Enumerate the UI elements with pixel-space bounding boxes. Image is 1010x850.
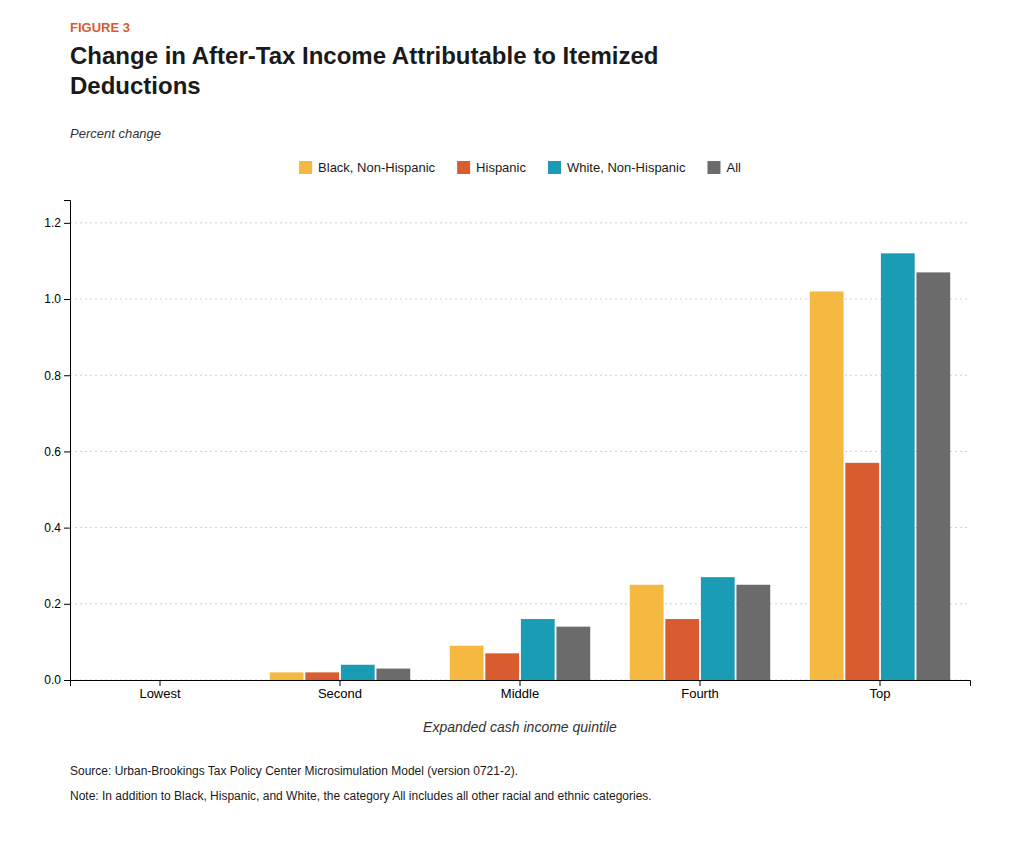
x-axis-title: Expanded cash income quintile [423, 719, 617, 735]
legend-item: All [707, 160, 741, 175]
y-tick: 1.2 [44, 216, 70, 230]
x-tick-mark [520, 680, 521, 686]
source: Source: Urban-Brookings Tax Policy Cente… [70, 764, 518, 778]
y-tick-label: 0.0 [44, 673, 61, 687]
x-tick: Fourth [681, 680, 719, 701]
bar [881, 253, 915, 680]
chart: FIGURE 3 Change in After-Tax Income Attri… [0, 0, 1010, 850]
bar [556, 627, 590, 680]
legend-label: Hispanic [476, 160, 526, 175]
y-tick: 0.8 [44, 369, 70, 383]
y-tick-mark [64, 528, 70, 529]
bar [845, 463, 879, 680]
bar [450, 646, 484, 680]
y-axis: 0.0 0.2 0.4 0.6 0.8 1.0 1.2 [44, 201, 70, 688]
bar [665, 619, 699, 680]
bar [161, 680, 195, 681]
y-axis-line [64, 201, 71, 681]
bar [305, 672, 339, 680]
legend-label: All [726, 160, 741, 175]
legend-item: White, Non-Hispanic [548, 160, 686, 175]
bar [270, 672, 304, 680]
x-tick-mark [340, 680, 341, 686]
x-tick-label: Top [870, 686, 891, 701]
y-tick-mark [64, 375, 70, 376]
y-tick-label: 0.8 [44, 369, 61, 383]
x-tick-mark [700, 680, 701, 686]
x-axis-line [71, 681, 971, 687]
legend-item: Black, Non-Hispanic [299, 160, 436, 175]
bar [736, 585, 770, 680]
bar [125, 680, 159, 681]
legend-swatch [707, 161, 720, 174]
y-tick-mark [64, 299, 70, 300]
x-tick-label: Middle [501, 686, 539, 701]
y-tick: 1.0 [44, 292, 70, 306]
legend-label: Black, Non-Hispanic [318, 160, 436, 175]
bar [376, 669, 410, 680]
y-tick: 0.6 [44, 445, 70, 459]
y-tick: 0.0 [44, 673, 70, 687]
grid-line [70, 222, 970, 223]
y-tick-mark [64, 680, 70, 681]
legend-swatch [548, 161, 561, 174]
x-tick: Top [870, 680, 891, 701]
x-tick-label: Second [318, 686, 362, 701]
y-tick-mark [64, 604, 70, 605]
bar [196, 680, 230, 681]
bar-series [376, 272, 950, 680]
bar-series [305, 463, 879, 680]
bar-series [341, 253, 915, 680]
bar [485, 653, 519, 680]
y-tick-mark [64, 223, 70, 224]
y-tick: 0.4 [44, 521, 70, 535]
x-tick: Middle [501, 680, 539, 701]
legend-swatch [457, 161, 470, 174]
legend-label: White, Non-Hispanic [567, 160, 686, 175]
bar [90, 680, 124, 681]
x-tick-label: Fourth [681, 686, 719, 701]
legend: Black, Non-Hispanic Hispanic White, Non-Hi… [299, 160, 741, 175]
legend-item: Hispanic [457, 160, 526, 175]
x-tick: Lowest [139, 680, 181, 701]
bar [810, 291, 844, 680]
subtitle: Percent change [70, 126, 161, 141]
y-tick-label: 1.2 [44, 216, 61, 230]
bar [916, 272, 950, 680]
y-tick-label: 0.6 [44, 445, 61, 459]
bar-series [270, 291, 844, 680]
y-tick-label: 0.4 [44, 521, 61, 535]
x-tick-label: Lowest [139, 686, 181, 701]
bars [270, 253, 950, 680]
legend-swatch [299, 161, 312, 174]
figure-label: FIGURE 3 [70, 20, 130, 35]
y-tick: 0.2 [44, 597, 70, 611]
y-tick-mark [64, 451, 70, 452]
title: Change in After-Tax Income Attributable … [70, 42, 659, 99]
y-tick-label: 1.0 [44, 292, 61, 306]
bar [630, 585, 664, 680]
y-tick-label: 0.2 [44, 597, 61, 611]
x-axis: Lowest Second Middle Fourth Top [71, 680, 971, 701]
x-tick: Second [318, 680, 362, 701]
bar [521, 619, 555, 680]
note: Note: In addition to Black, Hispanic, an… [70, 789, 652, 803]
bar [701, 577, 735, 680]
bar [341, 665, 375, 680]
x-tick-mark [880, 680, 881, 686]
grid [70, 223, 970, 680]
x-tick-mark [160, 680, 161, 686]
